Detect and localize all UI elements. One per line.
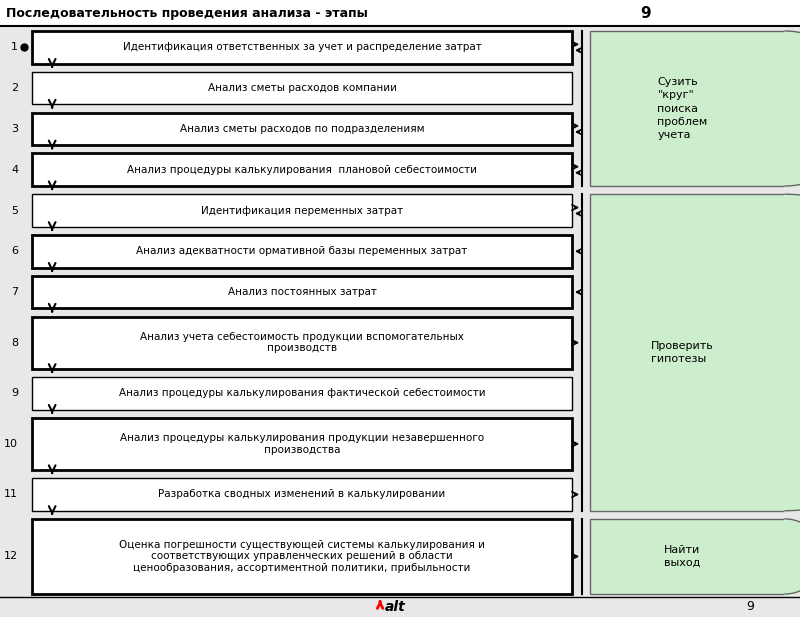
Text: alt: alt <box>385 600 406 614</box>
Text: Последовательность проведения анализа - этапы: Последовательность проведения анализа - … <box>6 7 368 20</box>
Bar <box>32 377 572 410</box>
Text: Найти
выход: Найти выход <box>664 545 701 568</box>
Bar <box>590 31 785 186</box>
Text: 12: 12 <box>4 552 18 561</box>
Text: Анализ учета себестоимость продукции вспомогательных
производств: Анализ учета себестоимость продукции всп… <box>140 332 464 354</box>
Text: 4: 4 <box>11 165 18 175</box>
Bar <box>32 519 572 594</box>
Polygon shape <box>785 31 800 186</box>
Bar <box>32 154 572 186</box>
Text: 10: 10 <box>4 439 18 449</box>
Bar <box>32 317 572 369</box>
Text: 5: 5 <box>11 205 18 215</box>
Text: Идентификация ответственных за учет и распределение затрат: Идентификация ответственных за учет и ра… <box>122 43 482 52</box>
Text: Анализ процедуры калькулирования продукции незавершенного
производства: Анализ процедуры калькулирования продукц… <box>120 433 484 455</box>
Text: 7: 7 <box>11 287 18 297</box>
Bar <box>32 276 572 308</box>
Text: 11: 11 <box>4 489 18 499</box>
Bar <box>32 72 572 104</box>
Text: 3: 3 <box>11 124 18 134</box>
Text: Анализ процедуры калькулирования  плановой себестоимости: Анализ процедуры калькулирования планово… <box>127 165 477 175</box>
Text: Идентификация переменных затрат: Идентификация переменных затрат <box>201 205 403 215</box>
Polygon shape <box>785 519 800 594</box>
Bar <box>32 112 572 145</box>
Text: Проверить
гипотезы: Проверить гипотезы <box>651 341 714 364</box>
Text: 2: 2 <box>11 83 18 93</box>
Polygon shape <box>785 194 800 511</box>
Text: Анализ постоянных затрат: Анализ постоянных затрат <box>228 287 377 297</box>
Text: Оценка погрешности существующей системы калькулирования и
соответствующих управл: Оценка погрешности существующей системы … <box>119 540 485 573</box>
Bar <box>32 418 572 470</box>
Text: Анализ сметы расходов компании: Анализ сметы расходов компании <box>208 83 397 93</box>
Text: 1: 1 <box>11 43 18 52</box>
Bar <box>32 235 572 268</box>
Bar <box>32 31 572 64</box>
Bar <box>32 478 572 511</box>
Text: Анализ сметы расходов по подразделениям: Анализ сметы расходов по подразделениям <box>180 124 424 134</box>
Text: Сузить
"круг"
поиска
проблем
учета: Сузить "круг" поиска проблем учета <box>658 77 708 140</box>
Bar <box>0 0 800 26</box>
Bar <box>32 194 572 227</box>
Text: Анализ адекватности ормативной базы переменных затрат: Анализ адекватности ормативной базы пере… <box>137 246 468 256</box>
Bar <box>590 194 785 511</box>
Text: 9: 9 <box>640 6 650 20</box>
Text: 9: 9 <box>746 600 754 613</box>
Bar <box>590 519 785 594</box>
Text: 6: 6 <box>11 246 18 256</box>
Text: Разработка сводных изменений в калькулировании: Разработка сводных изменений в калькулир… <box>158 489 446 499</box>
Text: 9: 9 <box>11 388 18 399</box>
Text: Анализ процедуры калькулирования фактической себестоимости: Анализ процедуры калькулирования фактиче… <box>118 388 486 399</box>
Text: 8: 8 <box>11 337 18 348</box>
